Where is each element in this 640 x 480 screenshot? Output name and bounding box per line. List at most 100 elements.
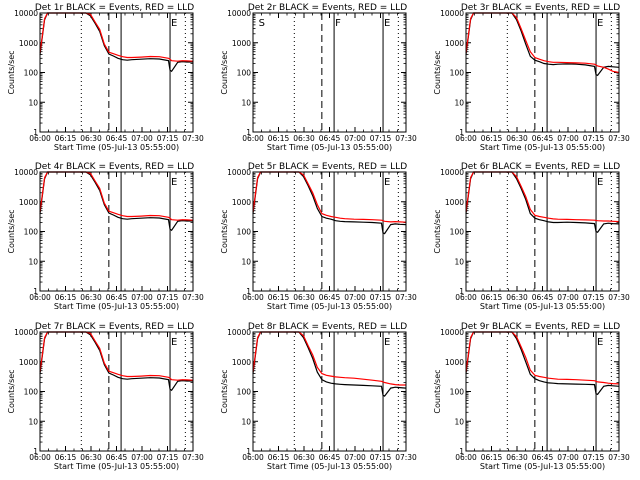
y-tick-label: 10 bbox=[454, 257, 464, 266]
y-tick-label: 1000 bbox=[445, 39, 464, 48]
marker-label: E bbox=[597, 18, 603, 29]
y-tick-label: 10 bbox=[241, 417, 251, 426]
plot-frame bbox=[39, 331, 194, 452]
x-tick-label: 07:00 bbox=[131, 453, 153, 462]
x-tick-label: 06:15 bbox=[55, 134, 77, 143]
x-axis-label: Start Time (05-Jul-13 05:55:00) bbox=[54, 143, 179, 152]
x-tick-label: 06:45 bbox=[532, 134, 554, 143]
x-tick-label: 06:15 bbox=[268, 453, 290, 462]
x-tick-label: 06:00 bbox=[455, 293, 477, 302]
y-axis-label: Counts/sec bbox=[220, 369, 229, 413]
y-tick-label: 100 bbox=[24, 388, 39, 397]
y-tick-label: 10000 bbox=[440, 168, 464, 177]
x-tick-label: 07:30 bbox=[608, 293, 630, 302]
x-tick-label: 07:00 bbox=[131, 134, 153, 143]
x-axis-label: Start Time (05-Jul-13 05:55:00) bbox=[267, 462, 392, 471]
x-tick-label: 06:00 bbox=[455, 134, 477, 143]
y-tick-label: 1 bbox=[459, 447, 464, 456]
y-tick-label: 100 bbox=[450, 388, 465, 397]
x-tick-label: 07:30 bbox=[182, 134, 204, 143]
y-tick-label: 10 bbox=[241, 257, 251, 266]
plot-frame bbox=[252, 331, 407, 452]
y-tick-label: 1000 bbox=[445, 198, 464, 207]
y-axis-label: Counts/sec bbox=[7, 209, 16, 253]
panel-title: Det 9r BLACK = Events, RED = LLD bbox=[461, 322, 620, 332]
panel-det-7: Det 7r BLACK = Events, RED = LLD 1 10 100 10… bbox=[7, 322, 204, 471]
panel-title: Det 3r BLACK = Events, RED = LLD bbox=[461, 3, 620, 13]
x-tick-label: 06:00 bbox=[242, 453, 264, 462]
panel-title: Det 7r BLACK = Events, RED = LLD bbox=[35, 322, 194, 332]
x-tick-label: 06:30 bbox=[80, 453, 102, 462]
x-tick-label: 07:00 bbox=[344, 453, 366, 462]
marker-label: E bbox=[597, 337, 603, 348]
y-tick-label: 10000 bbox=[227, 328, 251, 337]
x-tick-label: 07:15 bbox=[157, 134, 179, 143]
panel-title: Det 4r BLACK = Events, RED = LLD bbox=[35, 162, 194, 172]
x-tick-label: 06:30 bbox=[506, 293, 528, 302]
y-tick-label: 1 bbox=[459, 287, 464, 296]
x-tick-label: 06:15 bbox=[55, 293, 77, 302]
x-tick-label: 06:30 bbox=[293, 134, 315, 143]
x-axis-label: Start Time (05-Jul-13 05:55:00) bbox=[54, 302, 179, 311]
y-tick-label: 1000 bbox=[445, 358, 464, 367]
x-axis-label: Start Time (05-Jul-13 05:55:00) bbox=[480, 302, 605, 311]
y-tick-label: 10 bbox=[28, 417, 38, 426]
x-tick-label: 06:15 bbox=[268, 293, 290, 302]
x-tick-label: 07:00 bbox=[344, 134, 366, 143]
x-tick-label: 07:30 bbox=[608, 134, 630, 143]
x-tick-label: 06:30 bbox=[506, 134, 528, 143]
panel-det-2: Det 2r BLACK = Events, RED = LLD 1 10 100 10… bbox=[220, 3, 417, 152]
panel-title: Det 8r BLACK = Events, RED = LLD bbox=[248, 322, 407, 332]
x-tick-label: 07:15 bbox=[583, 453, 605, 462]
x-tick-label: 06:30 bbox=[80, 134, 102, 143]
marker-label: S bbox=[259, 18, 265, 29]
y-tick-label: 1000 bbox=[232, 358, 251, 367]
x-tick-label: 06:00 bbox=[242, 293, 264, 302]
y-axis-label: Counts/sec bbox=[7, 369, 16, 413]
x-tick-label: 07:15 bbox=[370, 134, 392, 143]
x-tick-label: 06:15 bbox=[55, 453, 77, 462]
y-tick-label: 1 bbox=[33, 128, 38, 137]
x-tick-label: 06:45 bbox=[319, 134, 341, 143]
plot-frame bbox=[465, 171, 620, 292]
x-tick-label: 06:45 bbox=[532, 453, 554, 462]
marker-label: E bbox=[384, 177, 390, 188]
x-axis-label: Start Time (05-Jul-13 05:55:00) bbox=[267, 143, 392, 152]
x-tick-label: 07:15 bbox=[583, 134, 605, 143]
x-tick-label: 07:00 bbox=[557, 453, 579, 462]
panel-title: Det 6r BLACK = Events, RED = LLD bbox=[461, 162, 620, 172]
plot-frame bbox=[252, 171, 407, 292]
x-tick-label: 06:15 bbox=[481, 134, 503, 143]
marker-label: E bbox=[384, 337, 390, 348]
y-tick-label: 10000 bbox=[440, 328, 464, 337]
x-tick-label: 06:15 bbox=[481, 453, 503, 462]
y-tick-label: 100 bbox=[237, 388, 252, 397]
plot-frame bbox=[465, 331, 620, 452]
x-tick-label: 07:15 bbox=[157, 293, 179, 302]
y-tick-label: 10000 bbox=[227, 9, 251, 18]
y-tick-label: 100 bbox=[237, 228, 252, 237]
x-tick-label: 07:30 bbox=[395, 134, 417, 143]
y-axis-label: Counts/sec bbox=[220, 209, 229, 253]
panel-det-6: Det 6r BLACK = Events, RED = LLD 1 10 100 10… bbox=[433, 162, 630, 311]
x-tick-label: 07:00 bbox=[557, 134, 579, 143]
y-axis-label: Counts/sec bbox=[433, 209, 442, 253]
x-axis-label: Start Time (05-Jul-13 05:55:00) bbox=[480, 462, 605, 471]
x-tick-label: 07:15 bbox=[370, 293, 392, 302]
x-tick-label: 07:00 bbox=[557, 293, 579, 302]
y-tick-label: 10000 bbox=[14, 328, 38, 337]
y-tick-label: 10 bbox=[454, 98, 464, 107]
panel-title: Det 1r BLACK = Events, RED = LLD bbox=[35, 3, 194, 13]
y-tick-label: 10000 bbox=[14, 9, 38, 18]
x-tick-label: 06:30 bbox=[506, 453, 528, 462]
x-axis-label: Start Time (05-Jul-13 05:55:00) bbox=[54, 462, 179, 471]
y-tick-label: 1 bbox=[33, 287, 38, 296]
x-tick-label: 07:00 bbox=[131, 293, 153, 302]
y-tick-label: 1000 bbox=[232, 39, 251, 48]
x-tick-label: 07:15 bbox=[157, 453, 179, 462]
y-tick-label: 10000 bbox=[227, 168, 251, 177]
x-tick-label: 06:45 bbox=[106, 293, 128, 302]
x-tick-label: 06:30 bbox=[80, 293, 102, 302]
marker-label: E bbox=[597, 177, 603, 188]
